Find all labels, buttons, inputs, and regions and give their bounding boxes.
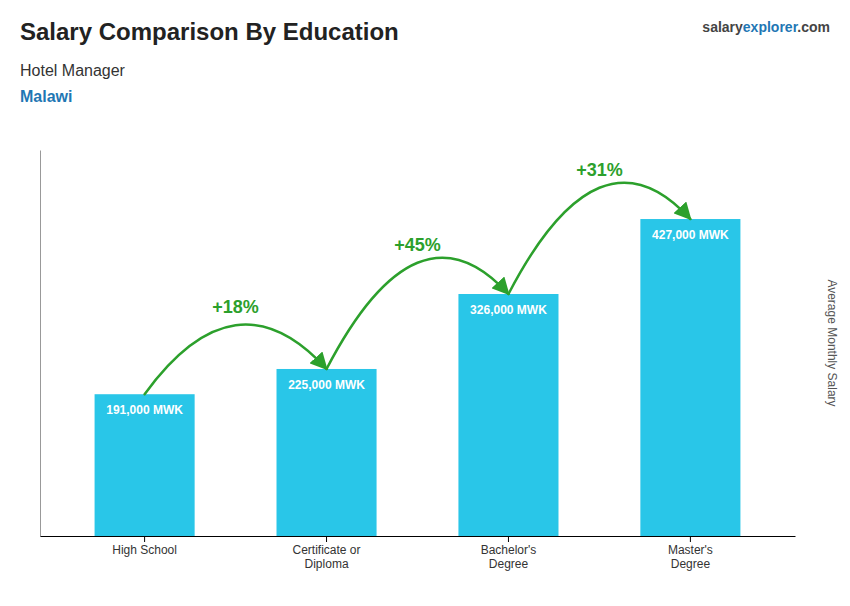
x-axis: High School Certificate orDiploma Bachelor…	[41, 536, 796, 571]
x-tick-label: Certificate orDiploma	[293, 543, 361, 571]
title: Salary Comparison By Education	[20, 18, 399, 45]
y-axis-line	[40, 151, 41, 537]
data-label: 225,000 MWK	[288, 378, 365, 392]
x-tick: High School	[112, 536, 177, 557]
x-tick-label-line: Degree	[489, 557, 529, 571]
data-label: 326,000 MWK	[470, 303, 547, 317]
arrow	[145, 325, 327, 395]
bars	[95, 219, 741, 536]
x-tick-label-line: Master's	[668, 543, 713, 557]
bar	[640, 219, 740, 536]
x-tick-mark	[690, 536, 691, 542]
annotation: +45%	[394, 235, 441, 255]
x-tick: Bachelor'sDegree	[481, 536, 537, 571]
x-tick-mark	[144, 536, 145, 542]
data-labels: 191,000 MWK 225,000 MWK 326,000 MWK 427,000…	[106, 228, 729, 417]
data-label: 191,000 MWK	[106, 403, 183, 417]
x-tick-mark	[508, 536, 509, 542]
x-tick-mark	[326, 536, 327, 542]
plot: High School Certificate orDiploma Bachelor…	[41, 151, 796, 571]
x-tick-label-line: Certificate or	[293, 543, 361, 557]
x-tick-label-line: Diploma	[305, 557, 349, 571]
arrow	[327, 258, 509, 369]
x-tick: Master'sDegree	[668, 536, 713, 571]
y-axis	[40, 151, 41, 537]
subtitle: Hotel Manager	[20, 62, 126, 79]
y-axis-title: Average Monthly Salary	[825, 279, 839, 406]
arrow	[508, 183, 690, 294]
brand-part: explorer	[743, 19, 799, 35]
subtitle: Malawi	[20, 88, 72, 105]
chart-svg: Salary Comparison By Education Hotel Mana…	[0, 0, 850, 606]
chart-container: Salary Comparison By Education Hotel Mana…	[0, 0, 850, 606]
annotations: +18% +45% +31%	[145, 160, 691, 394]
x-tick-label-line: High School	[112, 543, 177, 557]
x-tick: Certificate orDiploma	[293, 536, 361, 571]
brand-part: salary	[702, 19, 743, 35]
x-tick-label-line: Bachelor's	[481, 543, 537, 557]
bar	[277, 369, 377, 536]
x-tick-label: Bachelor'sDegree	[481, 543, 537, 571]
x-axis-line	[41, 536, 796, 537]
bar	[458, 294, 558, 536]
data-label: 427,000 MWK	[652, 228, 729, 242]
bar	[95, 394, 195, 536]
annotation: +18%	[212, 297, 259, 317]
x-tick-label: High School	[112, 543, 177, 557]
brand: salaryexplorer.com	[702, 19, 830, 35]
x-tick-label-line: Degree	[671, 557, 711, 571]
annotation: +31%	[576, 160, 623, 180]
x-tick-label: Master'sDegree	[668, 543, 713, 571]
brand-part: .com	[797, 19, 830, 35]
